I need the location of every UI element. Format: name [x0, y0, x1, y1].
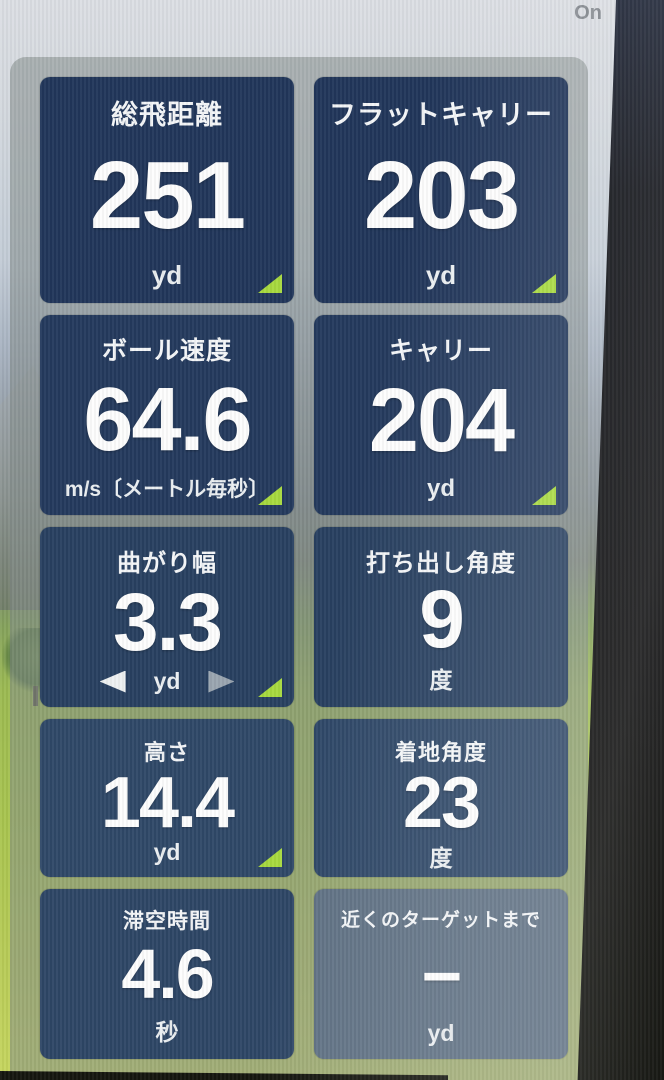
- card-to-nearest-target[interactable]: 近くのターゲットまで − yd: [314, 889, 568, 1059]
- card-carry[interactable]: キャリー 204 yd: [314, 315, 568, 515]
- corner-flag-icon: [532, 274, 556, 293]
- corner-flag-icon: [258, 848, 282, 867]
- stats-grid: 総飛距離 251 yd フラットキャリー 203 yd ボール速度 64.6 m…: [40, 77, 568, 1059]
- card-unit-row: yd: [99, 668, 235, 695]
- card-unit: yd: [425, 260, 457, 290]
- corner-flag-icon: [258, 678, 282, 697]
- card-value: 204: [368, 371, 515, 471]
- card-value: 9: [419, 573, 465, 665]
- card-value: −: [421, 937, 463, 1015]
- card-unit-row: 秒: [156, 1013, 179, 1047]
- card-title: 打ち出し角度: [366, 550, 516, 577]
- card-value: 64.6: [83, 370, 252, 470]
- card-title: フラットキャリー: [329, 100, 553, 130]
- card-title: 総飛距離: [111, 100, 223, 130]
- card-title: 高さ: [143, 740, 190, 765]
- card-title: 近くのターゲットまで: [340, 910, 541, 931]
- card-unit-row: yd: [426, 260, 456, 291]
- card-unit: yd: [426, 475, 455, 502]
- card-value: 4.6: [121, 935, 214, 1013]
- card-total-distance[interactable]: 総飛距離 251 yd: [40, 77, 294, 303]
- card-flat-carry[interactable]: フラットキャリー 203 yd: [314, 77, 568, 303]
- card-title: 着地角度: [394, 740, 487, 765]
- card-ball-speed[interactable]: ボール速度 64.6 m/s〔メートル毎秒〕: [40, 315, 294, 515]
- card-unit-row: 度: [430, 661, 453, 695]
- card-unit-row: yd: [428, 1020, 455, 1047]
- card-hang-time[interactable]: 滞空時間 4.6 秒: [40, 889, 294, 1059]
- card-unit: yd: [151, 260, 183, 290]
- card-title: 曲がり幅: [117, 550, 217, 577]
- corner-flag-icon: [258, 274, 282, 293]
- card-value: 3.3: [113, 577, 223, 668]
- card-height[interactable]: 高さ 14.4 yd: [40, 719, 294, 877]
- power-status-label: On: [574, 2, 602, 24]
- card-unit: yd: [427, 1020, 455, 1046]
- card-unit-row: 度: [430, 839, 453, 873]
- card-unit: yd: [153, 668, 181, 694]
- corner-flag-icon: [532, 486, 556, 505]
- card-unit: 度: [429, 667, 453, 693]
- card-value: 14.4: [100, 763, 235, 843]
- right-arrow-icon[interactable]: [208, 670, 235, 693]
- card-unit: yd: [153, 839, 181, 865]
- card-unit-row: yd: [154, 839, 181, 866]
- card-landing-angle[interactable]: 着地角度 23 度: [314, 719, 568, 877]
- card-title: キャリー: [388, 337, 493, 365]
- card-value: 23: [402, 763, 481, 843]
- card-launch-angle[interactable]: 打ち出し角度 9 度: [314, 527, 568, 707]
- card-curve-width[interactable]: 曲がり幅 3.3 yd: [40, 527, 294, 707]
- card-unit: m/s〔メートル毎秒〕: [64, 478, 270, 501]
- card-title: 滞空時間: [123, 910, 211, 933]
- card-unit: 秒: [155, 1019, 179, 1045]
- card-unit-row: m/s〔メートル毎秒〕: [65, 473, 269, 503]
- card-value: 251: [89, 142, 246, 249]
- card-unit-row: yd: [427, 475, 455, 503]
- screen-bottom-edge: [0, 1071, 448, 1080]
- card-unit-row: yd: [152, 260, 182, 291]
- card-value: 203: [363, 142, 520, 249]
- card-unit: 度: [429, 845, 453, 871]
- left-arrow-icon[interactable]: [99, 670, 126, 693]
- card-title: ボール速度: [101, 337, 232, 365]
